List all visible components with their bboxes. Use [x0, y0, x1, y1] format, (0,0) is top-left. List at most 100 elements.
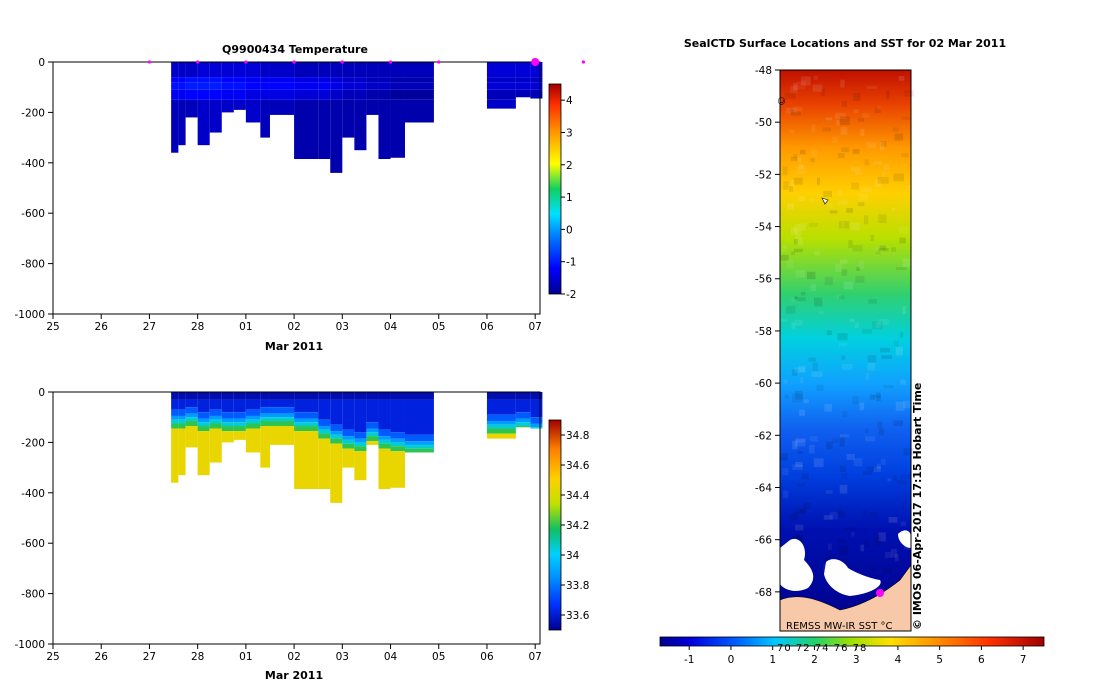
temp-profile-cell — [171, 77, 179, 83]
salinity-profile-cell — [390, 442, 405, 447]
salinity-profile-cell — [366, 428, 379, 433]
sst-texture-cell — [792, 511, 798, 517]
sst-texture-cell — [795, 438, 806, 447]
x-tick-label: 27 — [143, 651, 156, 663]
salinity-profile-cell — [404, 392, 434, 400]
x-tick-label: 07 — [528, 651, 541, 663]
sst-texture-cell — [856, 267, 860, 271]
x-tick-label: 28 — [191, 651, 204, 663]
sst-texture-cell — [877, 176, 889, 184]
sst-texture-cell — [790, 180, 795, 188]
sst-texture-cell — [858, 260, 865, 270]
sst-texture-cell — [836, 294, 842, 300]
sst-texture-cell — [797, 156, 802, 163]
sst-texture-cell — [794, 230, 802, 239]
sst-texture-cell — [858, 118, 865, 122]
temp-profile-cell — [342, 89, 355, 100]
sst-colorbar-ticks: -1 0 1 2 3 4 5 6 7 — [684, 646, 1026, 666]
sst-texture-cell — [896, 560, 904, 565]
sst-texture-cell — [855, 275, 865, 283]
sst-texture-cell — [900, 474, 912, 479]
temp-profile-cell — [378, 89, 391, 100]
x-tick-label: 02 — [287, 651, 300, 663]
temp-profile-cell — [390, 82, 405, 90]
salinity-profile-cell — [260, 392, 270, 400]
sst-texture-cell — [810, 436, 819, 442]
salinity-profile-cell — [260, 407, 270, 414]
sst-texture-cell — [800, 292, 806, 296]
temp-profile-cell — [197, 62, 210, 78]
sst-texture-cell — [822, 127, 831, 132]
sst-texture-cell — [791, 393, 803, 403]
temp-profiles — [171, 62, 543, 173]
sst-texture-cell — [837, 558, 848, 565]
salinity-profile-cell — [221, 418, 234, 423]
sst-texture-cell — [877, 534, 881, 543]
sst-texture-cell — [862, 328, 873, 334]
temp-profile-cell — [171, 99, 179, 153]
sst-texture-cell — [839, 259, 848, 264]
salinity-profile-cell — [245, 409, 261, 416]
sst-texture-cell — [813, 458, 824, 468]
sst-texture-cell — [838, 200, 848, 206]
colorbar-label: 3 — [566, 127, 573, 139]
y-tick-label: 0 — [38, 57, 45, 69]
salinity-profile-cell — [178, 415, 186, 420]
sst-texture-cell — [782, 490, 789, 499]
sst-texture-cell — [867, 466, 878, 471]
salinity-profile-cell — [318, 433, 331, 439]
sst-texture-cell — [811, 371, 823, 377]
temp-profile-cell — [515, 89, 531, 98]
temp-profile-cell — [260, 82, 270, 90]
salinity-profile-cell — [171, 423, 179, 429]
sst-texture-cell — [868, 298, 878, 304]
y-tick-label: -400 — [21, 488, 45, 500]
salinity-profile-cell — [260, 399, 270, 408]
temp-profile-cell — [233, 82, 246, 90]
sst-map — [779, 69, 914, 632]
sst-texture-cell — [839, 437, 845, 447]
temp-profile-cell — [366, 77, 379, 83]
temp-profile-cell — [342, 77, 355, 83]
sst-texture-cell — [873, 161, 882, 165]
sst-texture-cell — [879, 347, 891, 353]
sst-texture-cell — [904, 90, 914, 97]
sst-texture-cell — [824, 276, 833, 286]
salinity-profile-cell — [185, 413, 198, 418]
sst-colorbar-overlay: 70 72 74 76 78 — [777, 643, 867, 654]
sst-texture-cell — [854, 322, 859, 328]
temp-profile-cell — [378, 82, 391, 90]
sst-texture-cell — [852, 149, 860, 154]
temp-profile-cell — [404, 99, 434, 123]
colorbar-label: 34.8 — [566, 430, 589, 442]
lat-tick-label: -62 — [755, 430, 772, 442]
sst-texture-cell — [897, 480, 907, 485]
sst-texture-cell — [875, 321, 881, 328]
sst-texture-cell — [823, 190, 832, 197]
sst-texture-cell — [808, 357, 817, 362]
sst-texture-cell — [841, 355, 846, 360]
salinity-profile-cell — [245, 415, 261, 420]
salinity-profile-cell — [342, 443, 355, 449]
sst-texture-cell — [783, 379, 788, 385]
salinity-profile-cell — [245, 419, 261, 424]
salinity-profile-cell — [269, 417, 295, 421]
profile-marker — [388, 60, 393, 64]
temp-profile-cell — [233, 62, 246, 78]
salinity-profile-cell — [366, 392, 379, 400]
salinity-profile-cell — [185, 399, 198, 408]
temp-profile-cell — [178, 89, 186, 100]
salinity-profile-cell — [185, 420, 198, 427]
sst-texture-cell — [901, 502, 905, 511]
salinity-profile-cell — [294, 392, 319, 400]
sst-texture-cell — [809, 198, 816, 203]
sst-texture-cell — [891, 247, 897, 252]
sst-texture-cell — [780, 318, 787, 322]
sst-texture-cell — [792, 535, 803, 544]
temp-profile-cell — [390, 77, 405, 83]
lat-tick-label: -60 — [755, 378, 772, 390]
sst-texture-cell — [790, 156, 798, 162]
temp-profile-cell — [294, 89, 319, 100]
temp-profile-cell — [486, 82, 516, 90]
sst-texture-cell — [873, 466, 881, 472]
